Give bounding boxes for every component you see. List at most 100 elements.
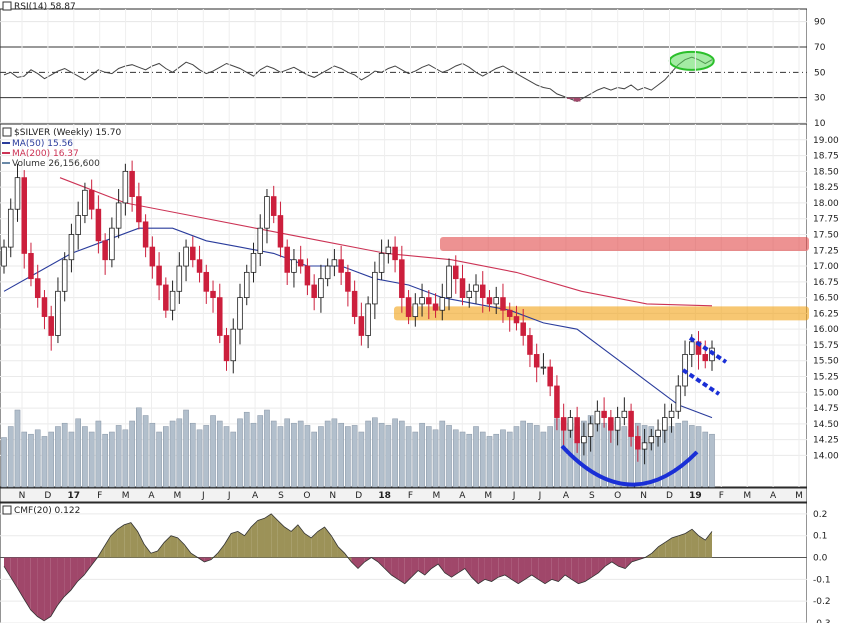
rsi-tick-label: 50 <box>814 68 826 78</box>
candle-body <box>324 265 331 280</box>
candle-body <box>668 410 675 418</box>
candle-body <box>662 417 668 431</box>
volume-bar <box>14 409 21 488</box>
cmf-area-segment <box>358 557 365 569</box>
rsi-highlight-ellipse <box>668 50 715 71</box>
candle-body <box>655 429 661 437</box>
volume-bar <box>695 426 702 488</box>
candle-body <box>466 290 473 299</box>
volume-bar <box>338 422 344 488</box>
volume-bar <box>230 431 237 488</box>
volume-bar <box>216 420 223 488</box>
cmf-area-segment <box>311 531 318 558</box>
cmf-area-segment <box>284 527 292 558</box>
time-tick-label: F <box>719 491 724 501</box>
candle-body <box>304 265 311 286</box>
cmf-area-segment <box>291 524 298 558</box>
cmf-area-segment <box>698 535 706 558</box>
channel-lower-line <box>681 368 721 396</box>
rsi-tick-label: 70 <box>814 43 826 53</box>
cmf-area-segment <box>464 557 472 578</box>
volume-bar <box>48 431 55 488</box>
cmf-area-segment <box>257 518 265 558</box>
candle-body <box>311 284 317 299</box>
time-tick-label: N <box>19 491 26 501</box>
volume-bar <box>34 429 41 488</box>
candle-body <box>156 265 162 286</box>
cmf-area-segment <box>331 535 338 558</box>
candle-body <box>432 303 439 311</box>
volume-bar <box>473 426 479 488</box>
volume-bar <box>547 426 553 488</box>
candle-body <box>554 385 560 418</box>
volume-bar <box>237 418 243 488</box>
candle-body <box>614 417 621 431</box>
volume-bar <box>378 422 385 488</box>
cmf-area-segment <box>244 527 252 558</box>
volume-bar <box>419 422 425 488</box>
chart-legends: RSI(14) 58.87 $SILVER (Weekly) 15.70MA(50… <box>2 1 121 516</box>
candle-body <box>506 309 513 317</box>
candle-body <box>527 335 533 355</box>
cmf-area-segment <box>484 557 492 582</box>
time-tick-label: M <box>484 491 492 501</box>
cmf-area-segment <box>471 557 479 584</box>
ma50-line <box>3 227 713 419</box>
volume-bar <box>372 417 378 488</box>
time-tick-label: A <box>148 491 155 501</box>
candle-body <box>331 259 338 267</box>
candle-body <box>196 259 203 273</box>
candle-body <box>318 278 324 299</box>
volume-bar <box>682 420 688 488</box>
cmf-area-segment <box>137 531 145 558</box>
cmf-area-segment <box>658 542 666 558</box>
time-tick-label: J <box>538 491 542 501</box>
cmf-area-segment <box>558 557 566 582</box>
volume-bar <box>648 426 655 488</box>
candle-body <box>136 196 142 223</box>
cmf-area-segment <box>571 557 579 584</box>
volume-bar <box>291 422 297 488</box>
candle-body <box>291 259 297 273</box>
candle-body <box>129 170 135 197</box>
volume-bar <box>284 418 291 488</box>
candle-body <box>264 196 270 229</box>
candle-body <box>270 196 277 216</box>
volume-bar <box>250 422 257 488</box>
candle-body <box>61 259 68 292</box>
candle-body <box>513 316 520 324</box>
volume-bar <box>189 422 196 488</box>
cmf-area-segment <box>685 529 692 558</box>
price-tick-label: 17.50 <box>813 230 839 240</box>
cmf-area <box>3 513 713 622</box>
cmf-tick-label: 0.2 <box>813 510 827 520</box>
volume-bar <box>21 431 28 488</box>
time-tick-label: A <box>459 491 466 501</box>
time-tick-label: J <box>227 491 231 501</box>
volume-bar <box>129 420 135 488</box>
candle-body <box>560 417 567 431</box>
price-tick-label: 15.75 <box>813 341 839 351</box>
time-axis: N D 17 F M A M J J A S O N D 18 F M A M J J A S O N D 19 F M A M <box>19 491 803 501</box>
cmf-tick-label: -0.3 <box>813 619 831 623</box>
volume-bar <box>142 415 149 488</box>
candle-body <box>230 328 237 362</box>
time-tick-label: O <box>614 491 621 501</box>
candle-body <box>520 322 526 336</box>
cmf-area-segment <box>271 513 278 558</box>
cmf-area-segment <box>491 557 499 582</box>
cmf-area-segment <box>444 557 452 578</box>
price-tick-label: 18.00 <box>813 199 839 209</box>
price-tick-label: 15.00 <box>813 388 839 398</box>
cmf-area-segment <box>37 557 45 621</box>
candle-body <box>115 202 122 229</box>
volume-bar <box>533 425 540 488</box>
candle-body <box>34 278 41 299</box>
volume-bar <box>297 420 304 488</box>
candle-body <box>163 284 169 311</box>
volume-bar <box>486 436 493 488</box>
volume-bar <box>311 431 317 488</box>
candle-body <box>426 297 432 305</box>
candle-body <box>190 246 196 261</box>
candle-body <box>223 335 230 362</box>
